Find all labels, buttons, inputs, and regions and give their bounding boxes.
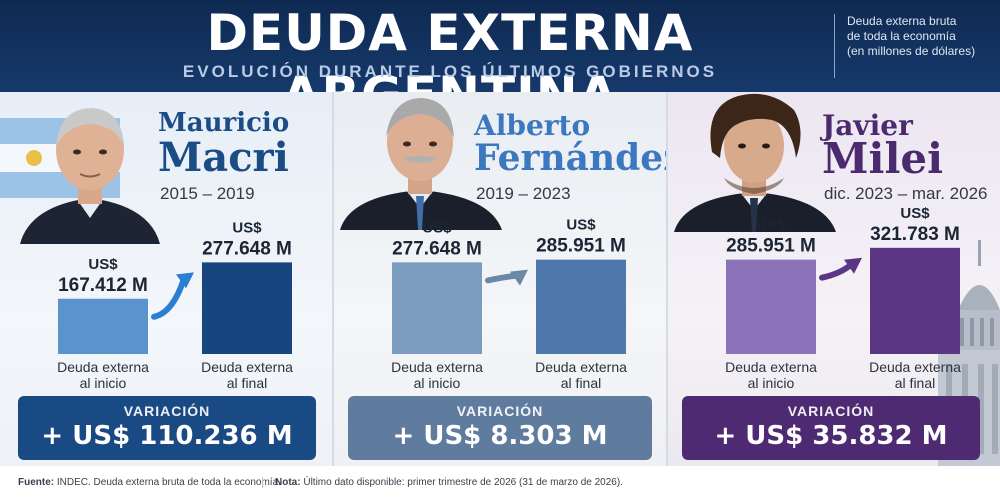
variation-value: + US$ 110.236 M [41,421,293,451]
variation-value: + US$ 8.303 M [392,421,608,451]
bar-category-label: al inicio [80,375,127,391]
bar-start [726,259,816,354]
bar-category-label: Deuda externa [57,359,149,375]
term-years: 2019 – 2023 [476,184,571,203]
unit-note: Deuda externa bruta de toda la economía … [834,14,994,78]
bar-value-label: 321.783 M [870,224,960,245]
source-label: Fuente: [18,477,55,488]
bar-start [58,298,148,354]
bar-start [392,262,482,354]
bar-value-label: 277.648 M [202,238,292,259]
arrow-head-icon [844,257,862,274]
term-years: 2015 – 2019 [160,184,255,203]
unit-note-line: de toda la economía [847,29,956,43]
variation-box-milei: VARIACIÓN + US$ 35.832 M [682,396,980,460]
footer: Fuente: INDEC. Deuda externa bruta de to… [0,466,1000,500]
variation-box-macri: VARIACIÓN + US$ 110.236 M [18,396,316,460]
first-name: Alberto [474,109,591,142]
source-note: Fuente: INDEC. Deuda externa bruta de to… [18,477,281,488]
portrait-fernandez [336,92,506,230]
bar-value-currency: US$ [756,217,786,234]
bar-category-label: Deuda externa [201,359,293,375]
bar-category-label: Deuda externa [391,359,483,375]
last-name: Macri [158,134,289,181]
header-banner: DEUDA EXTERNA ARGENTINA EVOLUCIÓN DURANT… [0,0,1000,124]
unit-note-line: Deuda externa bruta [847,14,957,28]
bar-value-currency: US$ [566,217,596,234]
arrow-head-icon [176,272,194,289]
bar-value-currency: US$ [900,205,930,222]
bar-value-label: 285.951 M [536,236,626,257]
bar-category-label: al inicio [414,375,461,391]
bar-category-label: al final [227,375,267,391]
arrow-head-icon [510,269,528,286]
bar-category-label: Deuda externa [535,359,627,375]
bar-category-label: Deuda externa [869,359,961,375]
portrait-macri [10,94,170,244]
bar-value-label: 285.951 M [726,236,816,257]
bar-category-label: al final [895,375,935,391]
first-name: Mauricio [158,108,290,138]
bar-value-currency: US$ [88,256,118,273]
bar-value-currency: US$ [232,219,262,236]
unit-note-line: (en millones de dólares) [847,44,976,58]
bar-category-label: Deuda externa [725,359,817,375]
footnote-text: Último dato disponible: primer trimestre… [303,477,623,488]
trend-arrow-icon [151,275,187,320]
bar-end [202,262,292,354]
panel-divider [666,92,668,466]
term-years: dic. 2023 – mar. 2026 [824,184,988,203]
bar-value-label: 167.412 M [58,275,148,296]
first-name: Javier [822,109,913,142]
last-name: Fernández [474,137,666,179]
trend-arrow-icon [819,260,855,281]
variation-label: VARIACIÓN [456,403,544,419]
last-name: Milei [822,134,944,183]
portrait-milei [670,92,840,232]
variation-value: + US$ 35.832 M [714,421,948,451]
bar-end [870,247,960,354]
bar-value-currency: US$ [422,219,452,236]
footnote-label: Nota: [275,477,301,488]
bar-category-label: al final [561,375,601,391]
footnote: Nota: Último dato disponible: primer tri… [262,477,623,488]
panel-divider [332,92,334,466]
variation-box-fernandez: VARIACIÓN + US$ 8.303 M [348,396,652,460]
bar-value-label: 277.648 M [392,238,482,259]
bar-category-label: al inicio [748,375,795,391]
page-subtitle: EVOLUCIÓN DURANTE LOS ÚLTIMOS GOBIERNOS [182,62,718,81]
source-text: INDEC. Deuda externa bruta de toda la ec… [56,477,281,488]
variation-label: VARIACIÓN [123,403,211,419]
variation-label: VARIACIÓN [787,403,875,419]
bar-end [536,259,626,354]
